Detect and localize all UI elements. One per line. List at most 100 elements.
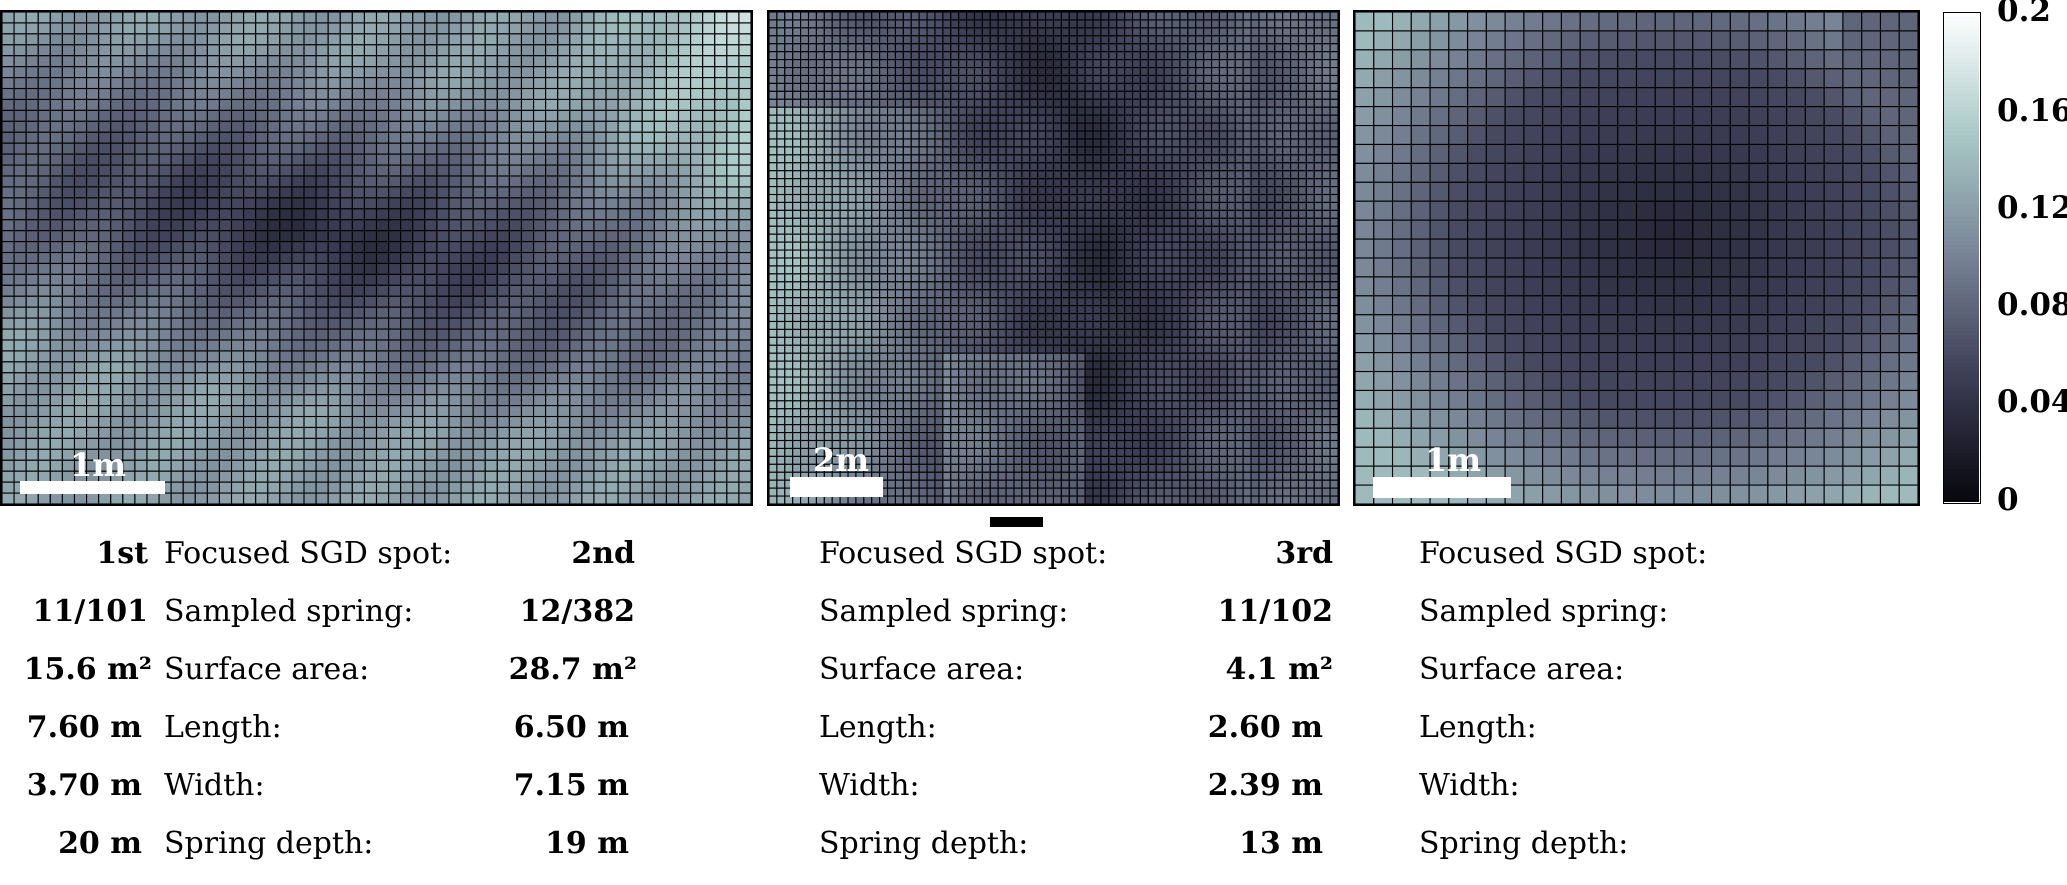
heatmap-cell	[653, 481, 667, 494]
heatmap-cell	[508, 55, 523, 68]
heatmap-cell	[910, 138, 920, 148]
heatmap-cell	[800, 98, 810, 108]
heatmap-cell	[363, 219, 378, 232]
heatmap-cell	[134, 197, 148, 210]
heatmap-cell	[989, 225, 999, 235]
heatmap-cell	[863, 217, 873, 227]
heatmap-cell	[605, 328, 619, 341]
heatmap-cell	[784, 19, 794, 29]
heatmap-cell	[315, 448, 329, 461]
heatmap-cell	[605, 77, 619, 90]
heatmap-cell	[1045, 66, 1055, 77]
heatmap-cell	[641, 87, 655, 101]
heatmap-cell	[1242, 170, 1252, 180]
heatmap-cell	[629, 405, 643, 418]
heatmap-cell	[460, 142, 474, 155]
heatmap-cell	[1045, 178, 1055, 188]
heatmap-cell	[581, 175, 595, 188]
heatmap-cell	[98, 405, 112, 418]
heatmap-cell	[182, 317, 196, 330]
heatmap-cell	[532, 273, 547, 286]
heatmap-cell	[388, 372, 402, 385]
heatmap-cell	[496, 153, 510, 166]
heatmap-cell	[776, 209, 786, 219]
heatmap-cell	[484, 459, 498, 472]
heatmap-cell	[1187, 225, 1197, 235]
heatmap-cell	[702, 394, 716, 407]
heatmap-cell	[1321, 98, 1331, 108]
heatmap-cell	[769, 178, 778, 188]
heatmap-cell	[1084, 193, 1094, 204]
heatmap-cell	[690, 470, 704, 483]
heatmap-cell	[641, 284, 655, 297]
heatmap-cell	[37, 153, 51, 166]
heatmap-cell	[855, 51, 865, 61]
heatmap-cell	[847, 138, 857, 148]
heatmap-cell	[871, 66, 881, 77]
heatmap-cell	[738, 328, 751, 341]
heatmap-cell	[1068, 217, 1078, 227]
heatmap-cell	[146, 262, 160, 275]
heatmap-cell	[855, 114, 865, 124]
heatmap-cell	[230, 219, 245, 232]
heatmap-cell	[726, 230, 740, 243]
heatmap-cell	[279, 142, 293, 155]
heatmap-cell	[1108, 35, 1118, 45]
heatmap-cell	[25, 273, 39, 286]
heatmap-cell	[981, 90, 991, 100]
heatmap-cell	[1282, 186, 1292, 196]
heatmap-cell	[1195, 146, 1205, 156]
heatmap-cell	[472, 426, 486, 439]
heatmap-cell	[13, 448, 27, 461]
heatmap-cell	[122, 186, 136, 199]
heatmap-cell	[61, 492, 76, 504]
heatmap-cell	[182, 448, 196, 461]
heatmap-cell	[532, 492, 547, 504]
heatmap-cell	[894, 122, 904, 132]
heatmap-cell	[1179, 209, 1189, 219]
heatmap-cell	[1171, 27, 1181, 37]
heatmap-cell	[25, 262, 39, 275]
heatmap-cell	[363, 120, 378, 133]
heatmap-cell	[910, 170, 920, 180]
heatmap-cell	[714, 317, 728, 330]
heatmap-cell	[279, 153, 293, 166]
heatmap-cell	[122, 426, 136, 439]
heatmap-cell	[690, 164, 704, 177]
heatmap-cell	[472, 339, 486, 352]
heatmap-cell	[1124, 66, 1134, 77]
heatmap-cell	[400, 142, 414, 155]
heatmap-cell	[569, 262, 583, 275]
heatmap-cell	[863, 225, 873, 235]
heatmap-cell	[1163, 27, 1173, 37]
heatmap-cell	[86, 44, 100, 57]
heatmap-cell	[847, 146, 857, 156]
heatmap-cell	[1013, 201, 1023, 211]
heatmap-cell	[973, 43, 983, 53]
heatmap-cell	[879, 178, 889, 188]
heatmap-cell	[1147, 82, 1157, 92]
heatmap-cell	[569, 383, 583, 396]
heatmap-cell	[1329, 66, 1338, 77]
heatmap-cell	[629, 251, 643, 265]
heatmap-cell	[879, 241, 889, 251]
heatmap-cell	[557, 426, 571, 439]
heatmap-cell	[194, 470, 208, 483]
heatmap-cell	[1155, 19, 1165, 29]
heatmap-cell	[738, 22, 751, 35]
heatmap-cell	[363, 295, 378, 308]
heatmap-cell	[617, 415, 631, 429]
heatmap-cell	[98, 262, 112, 275]
heatmap-cell	[37, 426, 51, 439]
heatmap-cell	[303, 361, 317, 374]
heatmap-cell	[520, 328, 535, 341]
heatmap-cell	[1282, 217, 1292, 227]
heatmap-cell	[879, 138, 889, 148]
heatmap-cell	[605, 131, 619, 144]
heatmap-cell	[918, 59, 928, 69]
heatmap-cell	[593, 415, 607, 429]
heatmap-cell	[13, 383, 27, 396]
heatmap-cell	[942, 27, 952, 37]
heatmap-cell	[738, 44, 751, 57]
heatmap-cell	[146, 164, 160, 177]
